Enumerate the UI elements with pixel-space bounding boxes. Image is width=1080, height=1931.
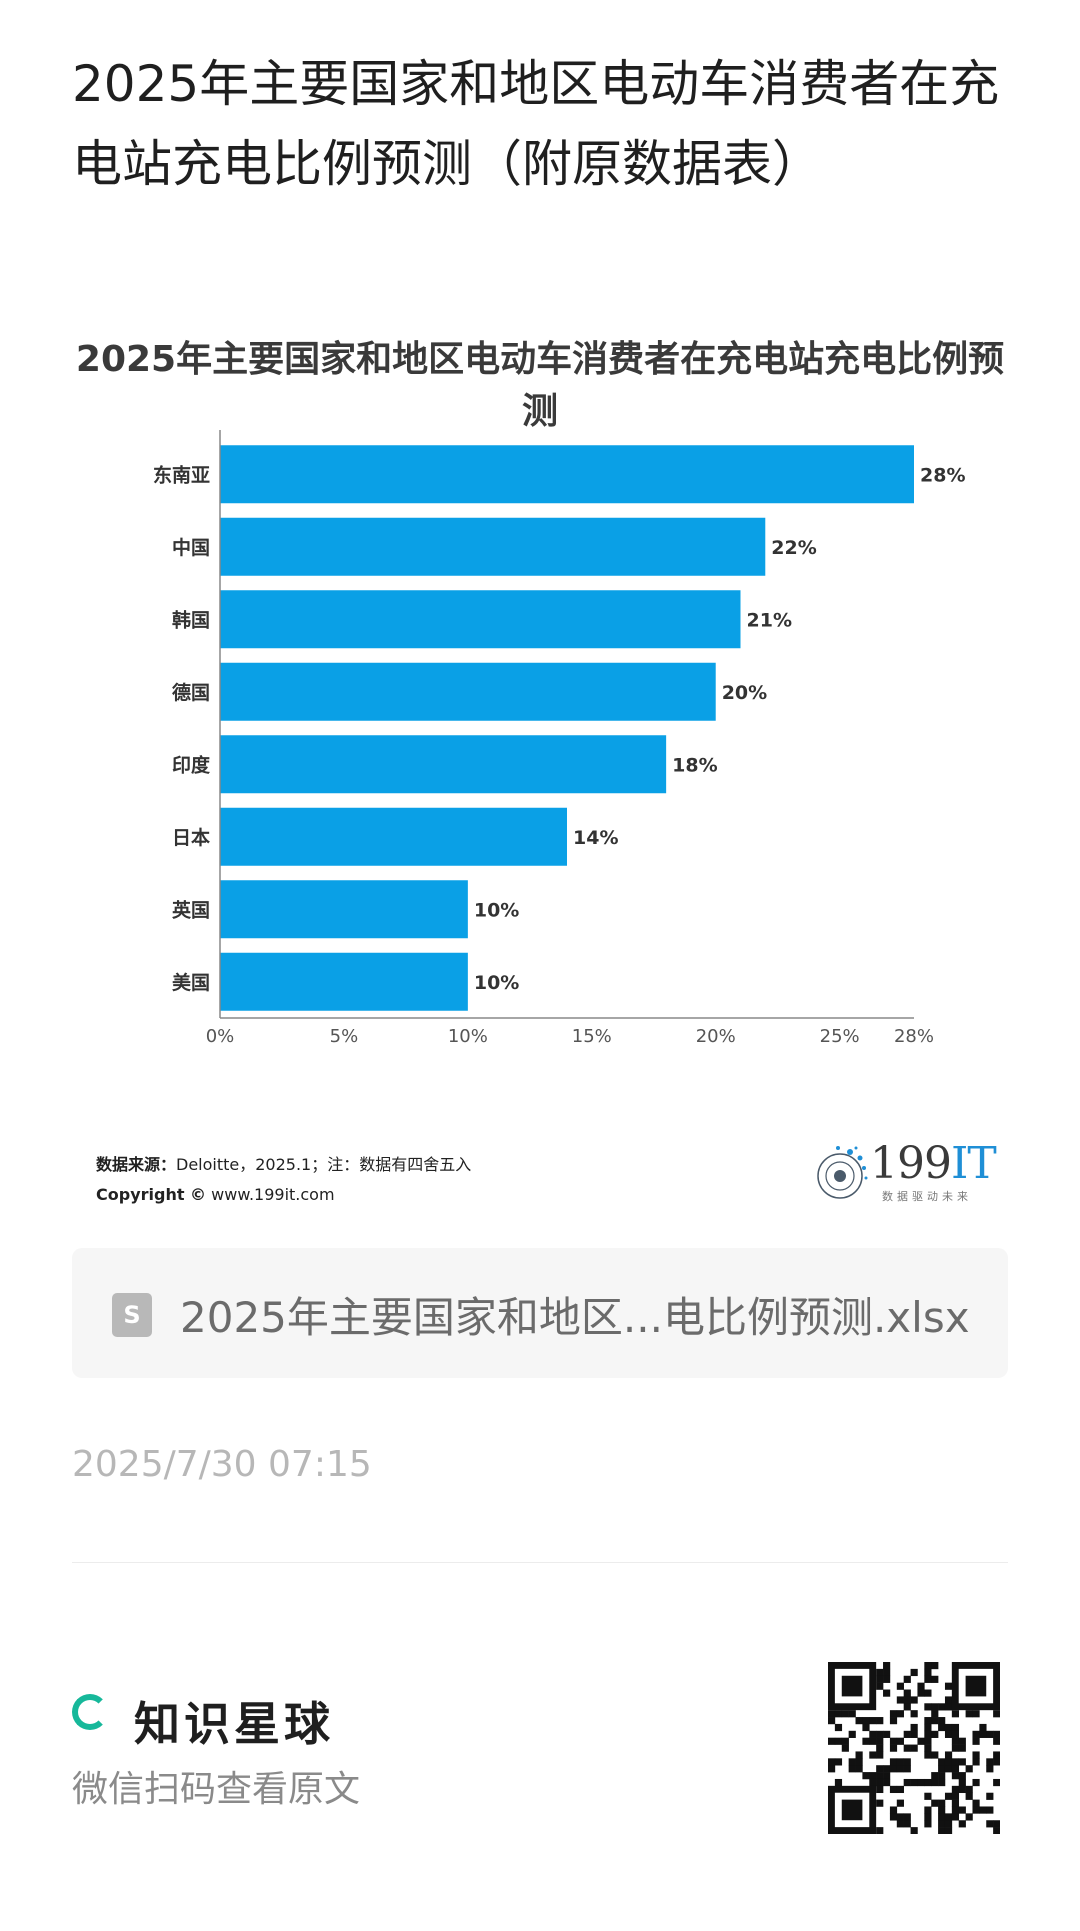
bar xyxy=(220,735,667,794)
copyright-label: Copyright © xyxy=(96,1185,207,1204)
bar xyxy=(220,517,766,576)
category-label: 印度 xyxy=(172,753,211,776)
data-label: 10% xyxy=(474,972,519,994)
source-note: 数据来源：Deloitte，2025.1；注：数据有四舍五入 Copyright… xyxy=(96,1150,471,1210)
logo-tagline: 数据驱动未来 xyxy=(882,1190,972,1203)
zsxq-logo-icon xyxy=(72,1694,108,1730)
attachment-file[interactable]: S 2025年主要国家和地区...电比例预测.xlsx xyxy=(72,1248,1008,1378)
data-label: 28% xyxy=(920,464,965,486)
category-label: 中国 xyxy=(172,536,210,559)
copyright-site: www.199it.com xyxy=(211,1185,335,1204)
x-tick-label: 5% xyxy=(330,1026,359,1047)
source-label: 数据来源： xyxy=(96,1155,177,1174)
x-tick-label: 10% xyxy=(448,1026,488,1047)
data-label: 14% xyxy=(573,827,618,849)
data-label: 10% xyxy=(474,899,519,921)
brand-name: 知识星球 xyxy=(134,1697,334,1751)
category-label: 韩国 xyxy=(172,608,210,631)
199it-logo: 199IT 数据驱动未来 xyxy=(810,1138,1000,1208)
publish-timestamp: 2025/7/30 07:15 xyxy=(72,1444,372,1485)
x-tick-label: 25% xyxy=(820,1026,860,1047)
bar xyxy=(220,880,468,939)
x-tick-label: 0% xyxy=(206,1026,235,1047)
category-label: 德国 xyxy=(172,681,210,704)
bar xyxy=(220,952,468,1011)
bar xyxy=(220,807,567,866)
x-tick-label: 15% xyxy=(572,1026,612,1047)
category-label: 东南亚 xyxy=(153,463,210,486)
chart-card: 2025年主要国家和地区电动车消费者在充电站充电比例预测 东南亚 28% 中国 22%… xyxy=(72,300,1008,1220)
source-text: Deloitte，2025.1；注：数据有四舍五入 xyxy=(176,1155,472,1174)
spreadsheet-file-icon: S xyxy=(112,1293,152,1337)
divider xyxy=(72,1562,1008,1563)
dots-logo-icon xyxy=(817,1146,868,1199)
data-label: 22% xyxy=(771,537,816,559)
qr-code-icon[interactable] xyxy=(828,1662,1000,1834)
page-title: 2025年主要国家和地区电动车消费者在充电站充电比例预测（附原数据表） xyxy=(72,55,1000,193)
data-label: 18% xyxy=(672,754,717,776)
category-label: 美国 xyxy=(172,971,210,994)
file-name: 2025年主要国家和地区...电比例预测.xlsx xyxy=(180,1293,970,1342)
data-label: 20% xyxy=(722,682,767,704)
bar xyxy=(220,662,716,721)
category-label: 日本 xyxy=(172,826,210,849)
bar xyxy=(220,590,741,649)
logo-text: 199IT xyxy=(870,1138,997,1189)
bar xyxy=(220,445,914,504)
bar-chart: 东南亚 28% 中国 22% 韩国 21% 德国 20% 印度 18% 日本 14% 英国 10% 美国 10… xyxy=(153,430,965,1047)
data-label: 21% xyxy=(747,609,792,631)
chart-title: 2025年主要国家和地区电动车消费者在充电站充电比例预测 xyxy=(75,339,1005,432)
scan-hint: 微信扫码查看原文 xyxy=(72,1769,361,1810)
x-tick-label: 20% xyxy=(696,1026,736,1047)
x-tick-label: 28% xyxy=(894,1026,934,1047)
category-label: 英国 xyxy=(172,898,210,921)
